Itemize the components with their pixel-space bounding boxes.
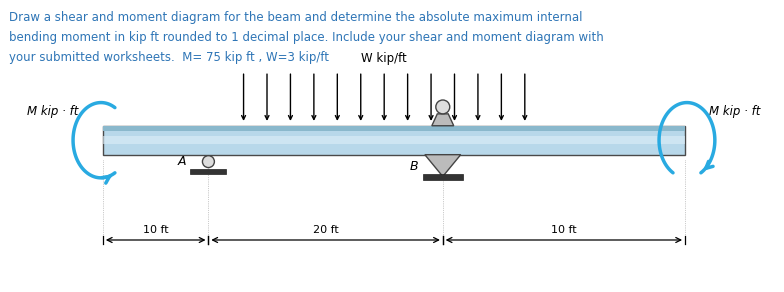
Text: 20 ft: 20 ft [313, 225, 339, 235]
Text: W kip/ft: W kip/ft [361, 52, 407, 65]
Text: 10 ft: 10 ft [551, 225, 577, 235]
Text: Draw a shear and moment diagram for the beam and determine the absolute maximum : Draw a shear and moment diagram for the … [9, 11, 583, 24]
Polygon shape [432, 114, 454, 126]
Text: A: A [178, 155, 187, 168]
Circle shape [202, 156, 214, 168]
Bar [103, 136, 685, 144]
Circle shape [436, 100, 450, 114]
Bar [103, 126, 685, 131]
Bar [103, 126, 685, 155]
Text: your submitted worksheets.  M= 75 kip ft , W=3 kip/ft: your submitted worksheets. M= 75 kip ft … [9, 51, 329, 64]
Text: 10 ft: 10 ft [143, 225, 169, 235]
Text: M kip · ft: M kip · ft [709, 105, 760, 118]
Bar [423, 175, 463, 180]
Polygon shape [425, 155, 461, 176]
Text: B: B [409, 160, 418, 173]
Text: M kip · ft: M kip · ft [27, 105, 79, 118]
Bar [191, 168, 227, 175]
Text: bending moment in kip ft rounded to 1 decimal place. Include your shear and mome: bending moment in kip ft rounded to 1 de… [9, 31, 604, 44]
